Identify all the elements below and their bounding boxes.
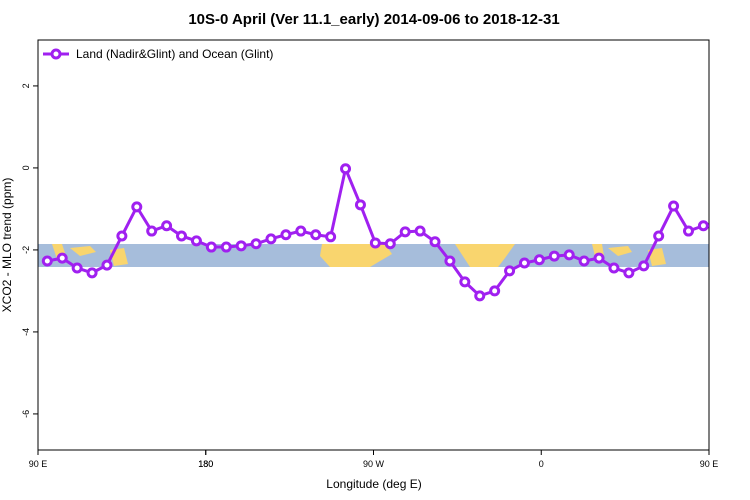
point xyxy=(623,267,635,279)
point xyxy=(131,201,143,213)
point xyxy=(71,262,83,274)
point xyxy=(429,236,441,248)
x-tick-label: 90 E xyxy=(700,459,719,469)
point xyxy=(697,220,709,232)
point xyxy=(504,265,516,277)
x-tick-label: 180 xyxy=(198,459,213,469)
point xyxy=(205,241,217,253)
point xyxy=(250,238,262,250)
y-tick-label: 2 xyxy=(21,83,31,88)
point xyxy=(101,259,113,271)
y-tick-label: -2 xyxy=(21,246,31,254)
point xyxy=(444,255,456,267)
y-tick-label: 0 xyxy=(21,165,31,170)
series-line xyxy=(47,163,704,298)
point xyxy=(325,231,337,243)
y-axis-label: XCO2 - MLO trend (ppm) xyxy=(0,178,14,313)
point xyxy=(414,225,426,237)
point xyxy=(459,276,471,288)
point xyxy=(161,220,173,232)
legend-marker xyxy=(50,48,62,60)
point xyxy=(369,237,381,249)
x-tick-label: 180 xyxy=(198,459,213,469)
x-tick-label: 90 E xyxy=(29,459,48,469)
point xyxy=(474,290,486,302)
y-tick-label: -4 xyxy=(21,328,31,336)
point xyxy=(399,226,411,238)
point xyxy=(548,250,560,262)
point xyxy=(190,235,202,247)
map-band xyxy=(38,244,709,267)
point xyxy=(533,254,545,266)
point xyxy=(653,230,665,242)
point xyxy=(220,241,232,253)
point xyxy=(682,225,694,237)
chart-title: 10S-0 April (Ver 11.1_early) 2014-09-06 … xyxy=(188,11,559,28)
point xyxy=(235,240,247,252)
point xyxy=(41,255,53,267)
y-tick-label: -6 xyxy=(21,410,31,418)
point xyxy=(280,229,292,241)
point xyxy=(608,262,620,274)
point xyxy=(340,163,352,175)
point xyxy=(578,255,590,267)
point xyxy=(668,200,680,212)
point xyxy=(265,233,277,245)
point xyxy=(310,229,322,241)
x-axis-label: Longitude (deg E) xyxy=(326,477,421,491)
point xyxy=(489,285,501,297)
point xyxy=(563,249,575,261)
point xyxy=(86,267,98,279)
point xyxy=(146,225,158,237)
x-tick-label: 0 xyxy=(539,459,544,469)
point xyxy=(295,225,307,237)
point xyxy=(384,238,396,250)
point xyxy=(56,252,68,264)
point xyxy=(638,260,650,272)
point xyxy=(518,257,530,269)
point xyxy=(593,252,605,264)
x-tick-label: 90 W xyxy=(363,459,385,469)
point xyxy=(354,199,366,211)
legend-label: Land (Nadir&Glint) and Ocean (Glint) xyxy=(76,47,273,61)
point xyxy=(176,230,188,242)
point xyxy=(116,230,128,242)
